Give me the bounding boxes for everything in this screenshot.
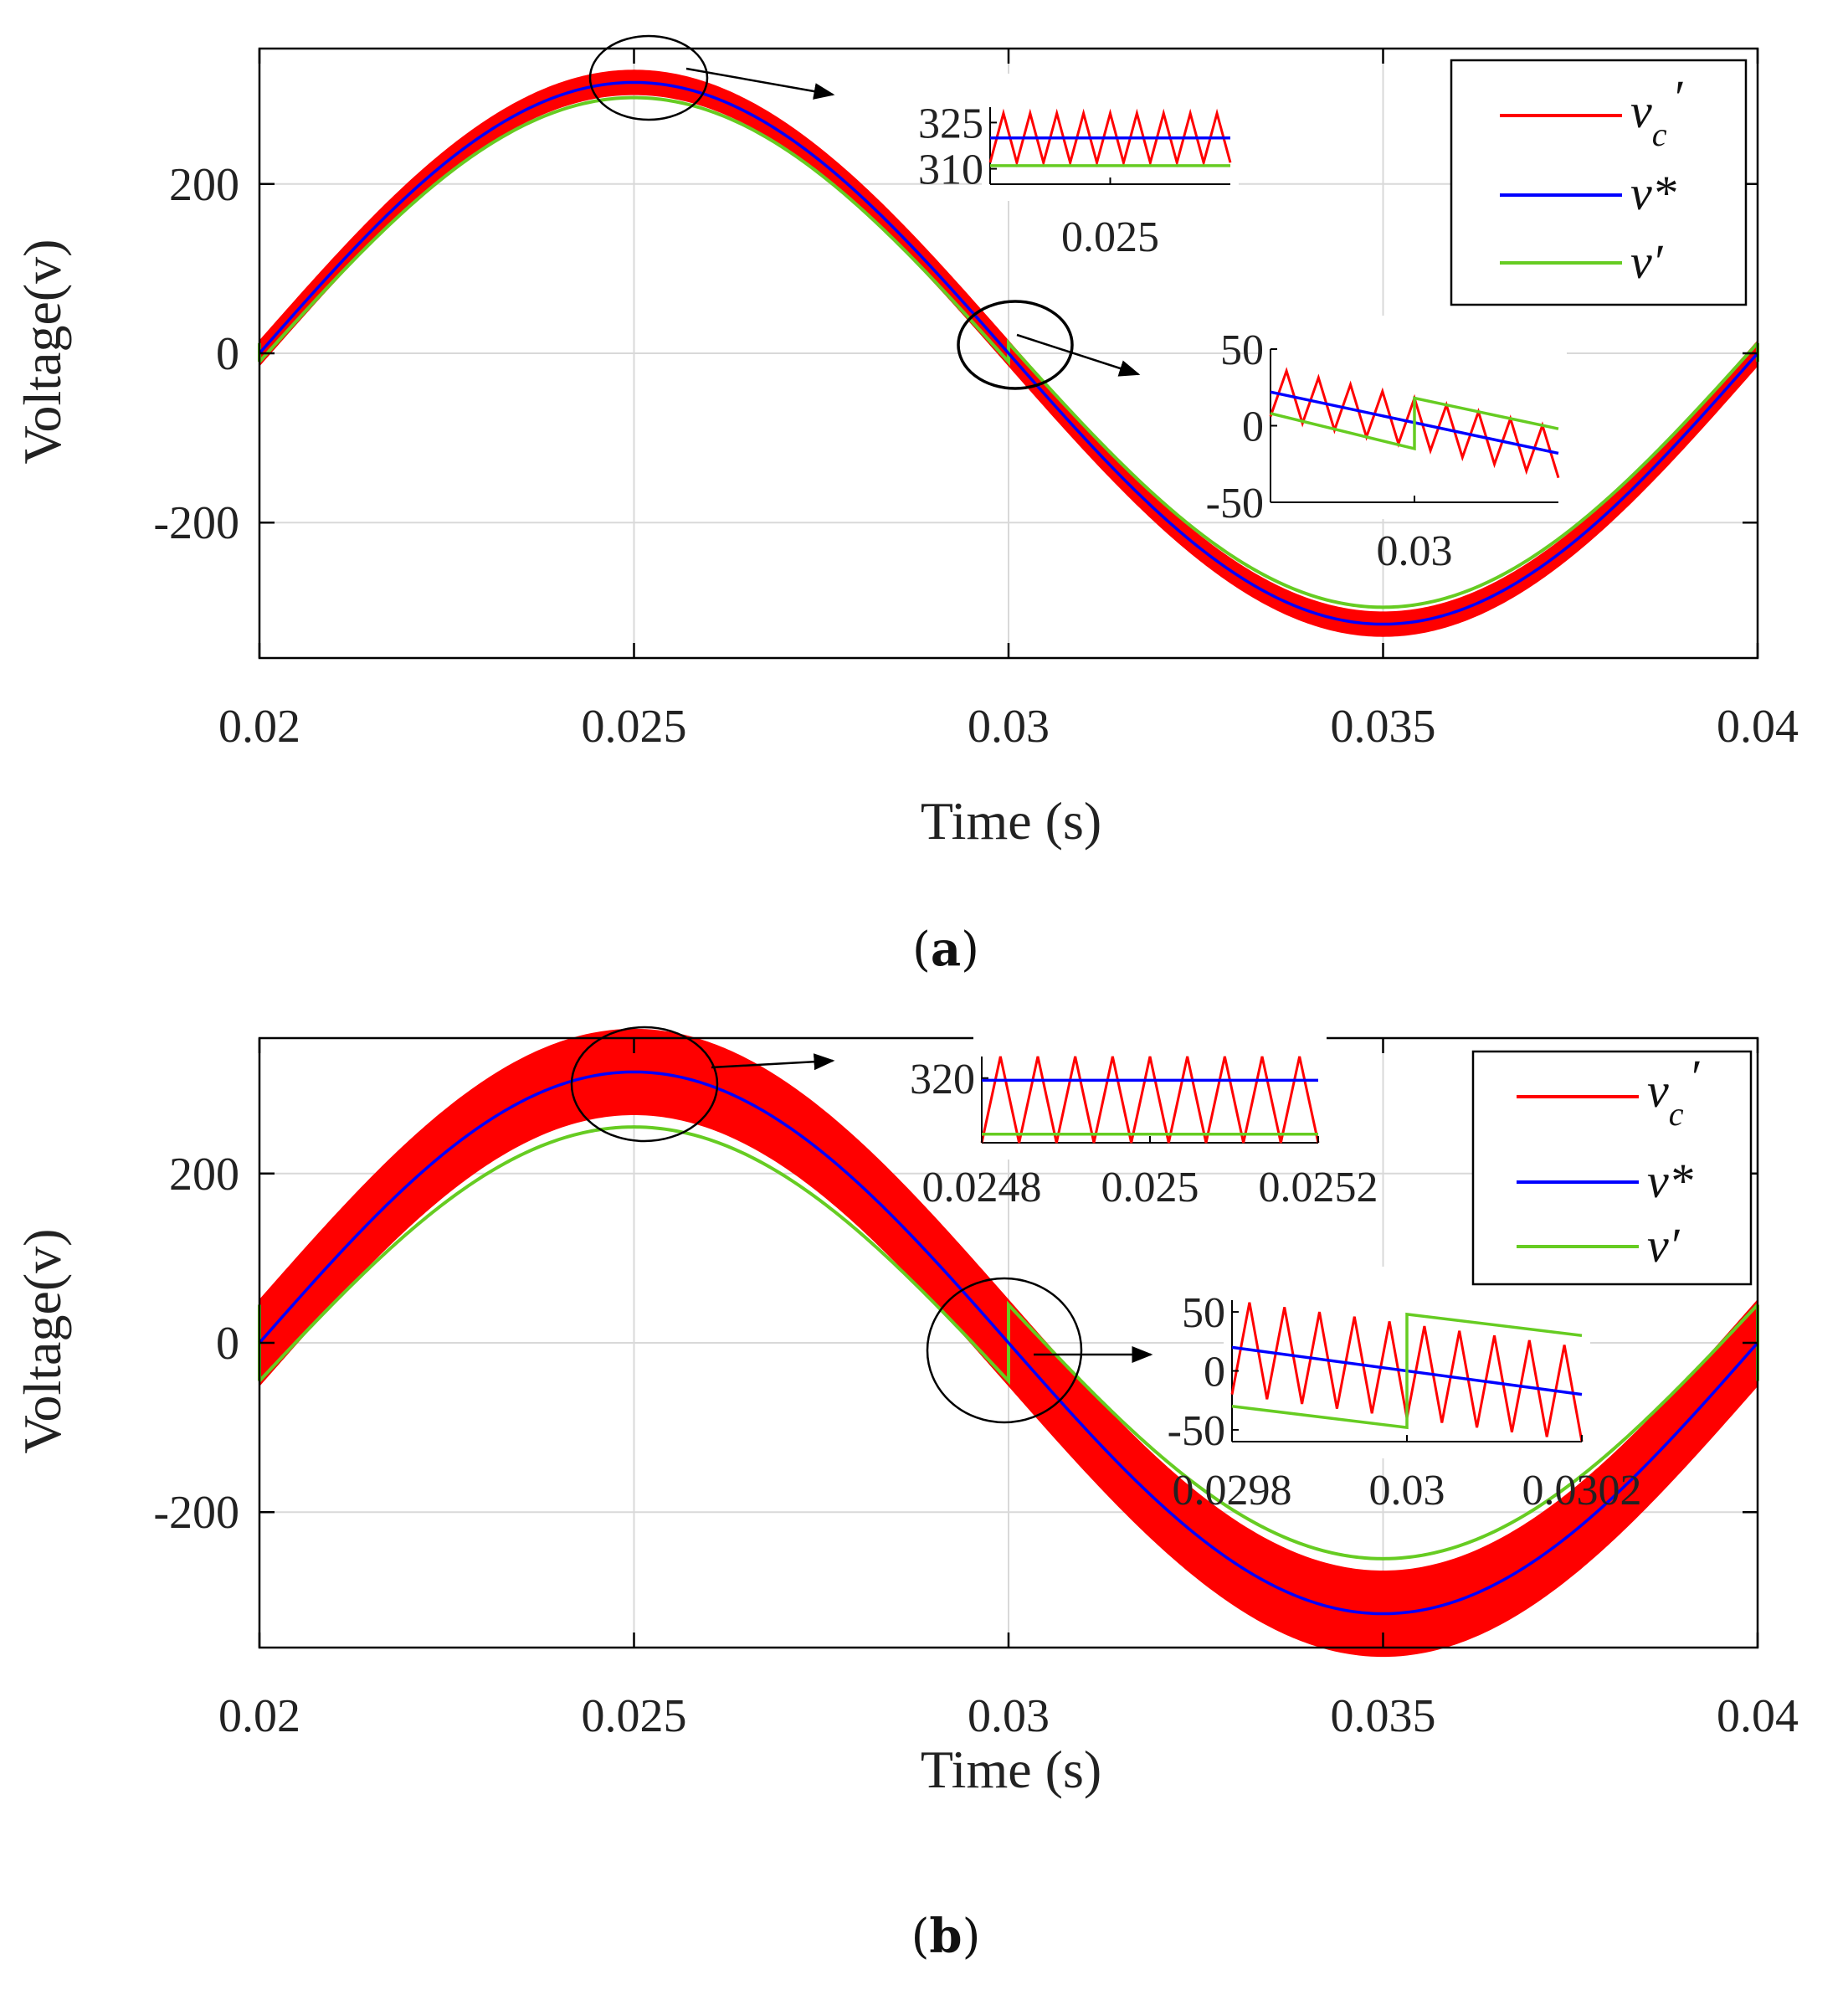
legend-box — [1450, 59, 1748, 306]
legend: vc′ v* v′ — [1471, 1050, 1753, 1286]
inset-y-tick-label: 50 — [1182, 1289, 1225, 1337]
inset-series-vprime — [1270, 396, 1559, 451]
x-tick-label: 0.035 — [1331, 1690, 1436, 1742]
legend-label-vstar: v* — [1647, 1154, 1693, 1208]
y-tick-label: 200 — [169, 159, 239, 211]
zoom-arrow-zero — [1016, 333, 1141, 377]
inset-series-vc — [980, 1056, 1320, 1144]
inset-y-tick-label: 320 — [910, 1056, 975, 1103]
inset-x-tick-label: 0.025 — [1061, 213, 1159, 261]
panel-a: 0.02 0.025 0.03 0.035 0.04 200 0 -200 Voltage(v… — [13, 34, 1799, 977]
inset-x-tick-label: 0.0252 — [1259, 1164, 1378, 1211]
inset-zero-crossing: 50 0 -50 0.03 — [1206, 316, 1567, 575]
legend-label-vc: vc′ — [1647, 1050, 1701, 1133]
axis-ticks: 0.02 0.025 0.03 0.035 0.04 200 0 -200 — [153, 49, 1799, 753]
zoom-circle-zero — [926, 1277, 1083, 1424]
x-axis-label: Time (s) — [921, 1740, 1101, 1799]
legend-label-vprime: v′ — [1630, 234, 1664, 289]
zoom-circle-zero — [957, 300, 1074, 390]
inset-x-tick-label: 0.03 — [1377, 527, 1453, 575]
inset-y-tick-label: 325 — [918, 100, 983, 147]
y-tick-label: 0 — [216, 328, 239, 380]
inset-x-tick-label: 0.0248 — [922, 1164, 1042, 1211]
x-tick-label: 0.035 — [1331, 701, 1436, 753]
inset-peak: 320 0.0248 0.025 0.0252 — [910, 1023, 1378, 1211]
series-vstar-line — [258, 1070, 1759, 1616]
inset-y-tick-label: 310 — [918, 147, 983, 194]
legend-label-vprime: v′ — [1647, 1218, 1681, 1273]
inset-y-tick-label: -50 — [1168, 1407, 1225, 1455]
x-tick-label: 0.03 — [968, 1690, 1050, 1742]
legend: vc′ v* v′ — [1450, 59, 1748, 306]
x-tick-label: 0.02 — [218, 701, 300, 753]
x-tick-label: 0.02 — [218, 1690, 300, 1742]
y-tick-label: -200 — [153, 497, 239, 549]
y-axis-label: Voltage(v) — [13, 1229, 72, 1454]
y-tick-label: 0 — [216, 1318, 239, 1370]
y-tick-label: -200 — [153, 1487, 239, 1539]
x-axis-label: Time (s) — [921, 791, 1101, 851]
inset-zero-crossing: 50 0 -50 0.0298 0.03 0.0302 — [1168, 1267, 1642, 1514]
zoom-arrow-peak — [711, 1053, 835, 1071]
legend-label-vstar: v* — [1630, 166, 1676, 220]
inset-y-tick-label: 0 — [1204, 1349, 1225, 1396]
y-tick-label: 200 — [169, 1149, 239, 1201]
inset-y-tick-label: 50 — [1220, 327, 1264, 374]
x-tick-label: 0.03 — [968, 701, 1050, 753]
axis-ticks: 0.02 0.025 0.03 0.035 0.04 200 0 -200 — [153, 1038, 1799, 1742]
inset-x-tick-label: 0.03 — [1369, 1467, 1445, 1514]
inset-y-tick-label: 0 — [1242, 404, 1264, 451]
panel-b: 0.02 0.025 0.03 0.035 0.04 200 0 -200 Voltage(v… — [13, 1023, 1799, 1964]
inset-x-tick-label: 0.0302 — [1522, 1467, 1642, 1514]
inset-series-vprime — [1231, 1312, 1583, 1430]
inset-x-tick-label: 0.0298 — [1173, 1467, 1292, 1514]
zoom-circle-peak — [570, 1026, 719, 1143]
x-tick-label: 0.04 — [1717, 1690, 1799, 1742]
zoom-arrow-peak — [685, 67, 835, 100]
inset-series-vc — [988, 108, 1232, 167]
x-tick-label: 0.025 — [582, 701, 687, 753]
series-vstar-line — [258, 80, 1759, 626]
panel-caption-a: (a) — [912, 922, 979, 977]
inset-x-tick-label: 0.025 — [1101, 1164, 1199, 1211]
y-axis-label: Voltage(v) — [13, 239, 72, 465]
panel-caption-b: (b) — [911, 1909, 981, 1964]
inset-y-tick-label: -50 — [1206, 480, 1264, 527]
x-tick-label: 0.04 — [1717, 701, 1799, 753]
legend-box — [1471, 1050, 1753, 1286]
x-tick-label: 0.025 — [582, 1690, 687, 1742]
legend-label-vc: vc′ — [1630, 70, 1684, 153]
zoom-circle-peak — [588, 34, 709, 121]
